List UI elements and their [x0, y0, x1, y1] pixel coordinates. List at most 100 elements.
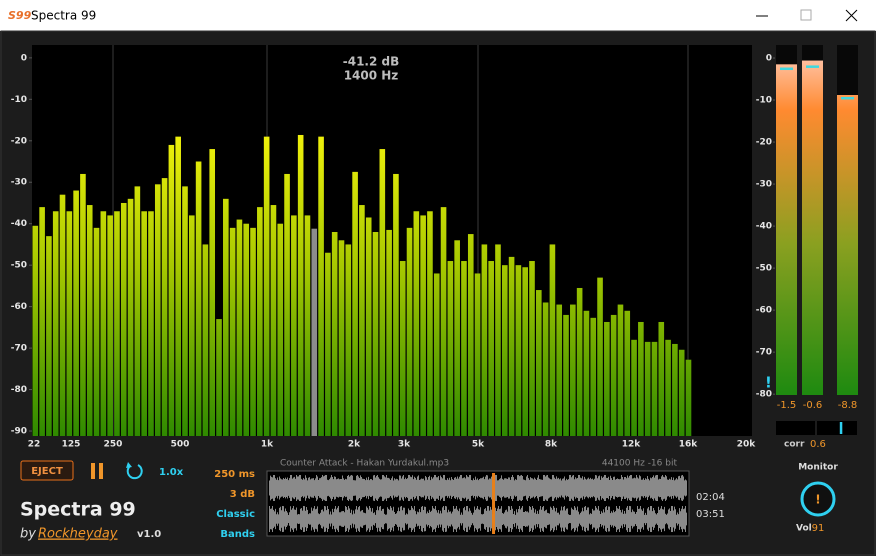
- spectrum-bar: [536, 290, 542, 436]
- y-tick-label: -70: [11, 344, 27, 354]
- spectrum-bar: [39, 207, 45, 436]
- spectrum-bar: [168, 144, 175, 437]
- y-tick-label: -90: [11, 427, 27, 437]
- meter-value: -0.6: [803, 400, 823, 411]
- x-tick-label: 20k: [737, 440, 757, 450]
- spectrum-bar: [318, 136, 324, 436]
- pause-button[interactable]: [91, 463, 95, 479]
- x-tick-label: 22: [28, 440, 41, 450]
- spectrum-bar: [590, 317, 597, 436]
- spectrum-bar: [461, 261, 467, 436]
- meter-tick-label: -70: [756, 348, 772, 358]
- readout-level: -41.2 dB: [343, 55, 400, 69]
- meter-tick-label: 0: [766, 54, 772, 64]
- x-tick-label: 3k: [398, 440, 411, 450]
- spectrum-bar: [46, 236, 52, 436]
- y-tick-label: -80: [11, 385, 27, 395]
- spectrum-bar: [223, 198, 229, 436]
- spectrum-bar: [338, 240, 345, 436]
- y-tick-label: 0: [21, 53, 27, 63]
- spectrum-bar: [447, 261, 454, 436]
- spectrum-bar: [576, 287, 583, 436]
- loop-button[interactable]: [126, 464, 143, 480]
- spectrum-bar: [250, 227, 256, 436]
- spectrum-bar: [345, 244, 352, 436]
- spectrum-bar: [604, 321, 610, 436]
- spectrum-bar: [672, 343, 678, 436]
- eject-button[interactable]: [20, 460, 74, 481]
- setting-window[interactable]: 250 ms: [214, 469, 255, 480]
- speed[interactable]: 1.0x: [159, 467, 184, 478]
- title-bar: [0, 0, 876, 31]
- spectrum-bar: [277, 223, 284, 436]
- spectrum-bar: [542, 302, 549, 436]
- spectrum-bar: [488, 261, 494, 436]
- spectrum-bar: [80, 173, 86, 436]
- close-button[interactable]: [845, 9, 858, 22]
- maximize-button[interactable]: [800, 9, 812, 21]
- meter-tick-label: -30: [756, 180, 772, 190]
- alert-icon[interactable]: !: [765, 374, 772, 392]
- meter-level: [776, 64, 797, 395]
- y-tick-label: -60: [11, 302, 27, 312]
- brand-by: by: [20, 527, 36, 542]
- spectrum-bar: [263, 136, 270, 436]
- eject-label: EJECT: [31, 466, 63, 477]
- spectrum-bar: [570, 304, 576, 436]
- playhead-group: [492, 473, 496, 534]
- spectrum-bar: [297, 134, 304, 436]
- spectrum-bar: [427, 211, 433, 436]
- spectrum-bar: [86, 205, 93, 436]
- meter-tick-label: -50: [756, 264, 772, 274]
- meter-tick-label: -10: [756, 96, 772, 106]
- y-tick-label: -30: [11, 178, 27, 188]
- spectrum-bar: [529, 261, 535, 436]
- meter-peak: [806, 65, 819, 68]
- spectrum-bar: [413, 211, 420, 436]
- spectrum-bar: [32, 225, 39, 436]
- spectrum-bar: [563, 314, 569, 436]
- x-tick-label: 2k: [348, 440, 361, 450]
- spectrum-bar: [359, 205, 365, 436]
- x-tick-label: 8k: [545, 440, 558, 450]
- x-tick-label: 500: [171, 440, 190, 450]
- spectrum-bar: [311, 228, 318, 436]
- spectrum-bar: [467, 234, 474, 436]
- spectrum-bar: [440, 207, 447, 436]
- setting-step[interactable]: 3 dB: [230, 489, 255, 500]
- spectrum-bar: [352, 171, 358, 436]
- brand-author[interactable]: Rockheyday: [38, 527, 118, 542]
- spectrum-bar: [495, 244, 501, 436]
- spectrum: 22 125 250 500 1k 2k 3k 5k 8k 12k 16k 20k 0 -10 -20 -30…: [11, 45, 757, 450]
- setting-style[interactable]: Classic: [216, 509, 255, 520]
- spectrum-bar: [379, 149, 386, 436]
- spectrum-bar: [209, 149, 216, 436]
- track-format: 44100 Hz -16 bit: [602, 459, 678, 469]
- spectrum-bar: [685, 359, 692, 436]
- spectrum-bar: [120, 202, 127, 436]
- meter-level: [837, 95, 858, 395]
- spectrum-bar: [161, 178, 168, 436]
- correlation: [839, 422, 843, 434]
- spectrum-bar: [107, 215, 113, 436]
- spectrum-bar: [501, 265, 508, 436]
- spectrum-bar: [365, 217, 372, 436]
- loop-arrow: [126, 462, 132, 468]
- spectrum-bar: [386, 229, 392, 436]
- y-tick-label: -10: [11, 95, 27, 105]
- volume-label: Vol: [796, 524, 812, 534]
- spectrum-bar: [481, 244, 488, 436]
- spectrum-bar: [638, 321, 644, 436]
- volume-knob[interactable]: [800, 481, 836, 517]
- spectrum-bar: [515, 265, 522, 436]
- spectrum-bar: [284, 173, 290, 436]
- spectrum-bar: [134, 186, 141, 436]
- time-total: 03:51: [696, 509, 725, 520]
- meter-peak: [841, 96, 854, 100]
- spectrum-bar: [257, 207, 263, 436]
- spectrum-bar: [236, 219, 243, 436]
- pause-button-bar: [99, 463, 103, 479]
- setting-mode[interactable]: Bands: [220, 529, 255, 540]
- spectrum-bar: [549, 244, 556, 436]
